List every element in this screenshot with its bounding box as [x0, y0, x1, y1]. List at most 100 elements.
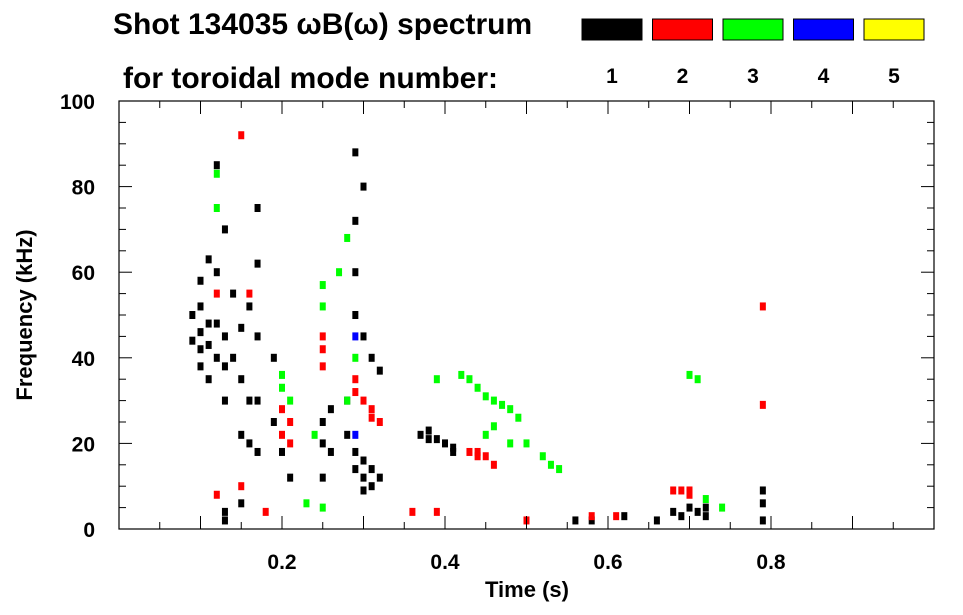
legend-label-2: 2	[677, 65, 689, 88]
data-point	[221, 507, 228, 516]
data-point	[368, 353, 375, 362]
data-point	[213, 289, 220, 298]
data-point	[221, 225, 228, 234]
data-point	[352, 353, 359, 362]
data-point	[409, 507, 416, 516]
data-point	[360, 486, 367, 495]
data-point	[254, 204, 261, 212]
data-point	[425, 435, 432, 444]
data-point	[279, 370, 285, 379]
data-point	[246, 439, 253, 448]
data-point	[197, 276, 204, 285]
data-layer	[189, 131, 766, 525]
data-point	[238, 323, 245, 332]
x-tick-label: 0.4	[430, 551, 460, 574]
data-point	[254, 396, 261, 405]
data-point	[213, 268, 220, 277]
data-point	[287, 439, 294, 448]
data-point	[759, 400, 766, 409]
data-point	[474, 447, 481, 456]
data-point	[254, 447, 261, 456]
data-point	[221, 516, 228, 525]
data-point	[254, 332, 261, 341]
data-point	[352, 430, 359, 439]
data-point	[197, 328, 204, 337]
data-point	[368, 465, 375, 474]
data-point	[678, 486, 685, 495]
data-point	[319, 362, 326, 371]
data-point	[287, 473, 294, 482]
data-point	[368, 413, 375, 422]
data-point	[588, 516, 595, 525]
data-point	[319, 439, 326, 448]
data-point	[319, 281, 326, 290]
data-point	[205, 255, 212, 264]
y-tick-label: 20	[72, 433, 95, 456]
axes: 0.2 0.4 0.6 0.8 0 20 40 60 80 100	[60, 91, 934, 574]
data-point	[368, 482, 375, 491]
legend-swatch-2	[652, 18, 713, 41]
data-point	[702, 503, 709, 512]
data-point	[702, 512, 709, 521]
data-point	[450, 447, 457, 456]
x-tick-label: 0.8	[756, 551, 786, 574]
data-point	[417, 430, 424, 439]
y-tick-label: 80	[72, 177, 95, 200]
data-point	[433, 375, 440, 384]
data-point	[352, 388, 359, 397]
data-point	[686, 490, 693, 499]
data-point	[360, 456, 367, 465]
data-point	[303, 499, 310, 508]
data-point	[205, 340, 212, 349]
data-point	[205, 375, 212, 384]
data-point	[507, 405, 514, 414]
data-point	[344, 233, 351, 242]
data-point	[352, 375, 359, 384]
data-point	[238, 482, 245, 491]
series-mode-4	[352, 332, 359, 439]
legend-label-1: 1	[606, 65, 618, 88]
data-point	[694, 375, 701, 384]
data-point	[621, 512, 628, 521]
data-point	[213, 204, 220, 212]
data-point	[352, 465, 359, 474]
chart-title-line2: for toroidal mode number:	[123, 62, 498, 95]
data-point	[376, 473, 383, 482]
data-point	[197, 302, 204, 311]
y-tick-label: 0	[83, 519, 95, 542]
data-point	[556, 465, 563, 474]
data-point	[246, 396, 253, 405]
data-point	[189, 336, 196, 345]
data-point	[759, 516, 766, 525]
data-point	[213, 161, 220, 170]
data-point	[474, 383, 481, 392]
data-point	[653, 516, 660, 525]
data-point	[490, 396, 497, 405]
data-point	[327, 405, 334, 414]
data-point	[719, 503, 726, 512]
legend: 1 2 3 4 5	[581, 18, 925, 88]
data-point	[213, 169, 220, 178]
data-point	[287, 418, 294, 426]
legend-swatch-4	[793, 18, 854, 41]
data-point	[189, 311, 196, 319]
data-point	[279, 405, 285, 414]
data-point	[311, 430, 318, 439]
data-point	[539, 452, 546, 461]
y-axis-label: Frequency (kHz)	[12, 229, 37, 400]
data-point	[221, 362, 228, 371]
data-point	[246, 302, 253, 311]
data-point	[670, 486, 677, 495]
data-point	[319, 503, 326, 512]
legend-label-5: 5	[888, 65, 900, 88]
x-axis-label: Time (s)	[485, 577, 569, 602]
data-point	[425, 426, 432, 435]
data-point	[759, 302, 766, 311]
data-point	[474, 452, 481, 461]
data-point	[360, 473, 367, 482]
data-point	[279, 430, 285, 439]
data-point	[515, 413, 522, 422]
data-point	[221, 396, 228, 405]
data-point	[319, 418, 326, 426]
data-point	[238, 430, 245, 439]
